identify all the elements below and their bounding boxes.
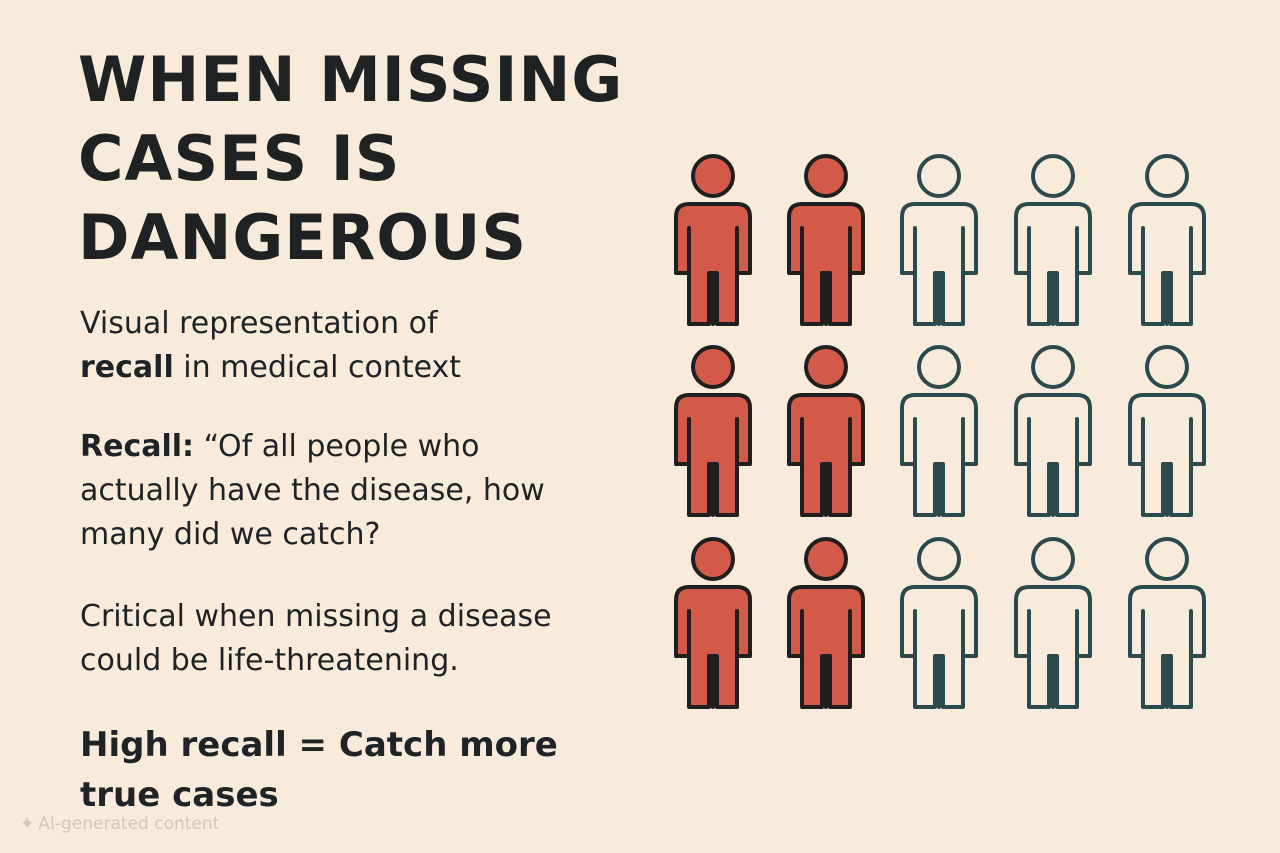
critical-note: Critical when missing a disease could be… <box>80 595 660 683</box>
person-icon-missed <box>1010 152 1096 328</box>
subtitle-line-2: recall in medical context <box>80 346 660 390</box>
person-icon-missed <box>896 343 982 519</box>
person-icon-missed <box>1010 535 1096 711</box>
watermark: ✦ AI-generated content <box>20 814 219 834</box>
person-icon-missed <box>896 535 982 711</box>
critical-line-2: could be life-threatening. <box>80 643 459 678</box>
watermark-text: AI-generated content <box>38 814 220 834</box>
subtitle-line-1: Visual representation of <box>80 306 438 341</box>
person-icon-caught <box>670 343 756 519</box>
person-icon-missed <box>896 152 982 328</box>
person-icon-caught <box>670 152 756 328</box>
definition-line-2: actually have the disease, how <box>80 473 545 508</box>
person-icon-missed <box>1010 343 1096 519</box>
person-icon-caught <box>670 535 756 711</box>
critical-line-1: Critical when missing a disease <box>80 599 552 634</box>
subtitle: Visual representation of recall in medic… <box>80 302 660 390</box>
recall-definition: Recall: “Of all people who actually have… <box>80 425 660 557</box>
subtitle-bold-term: recall <box>80 350 174 385</box>
definition-line-1: Recall: “Of all people who <box>80 425 660 469</box>
takeaway: High recall = Catch more true cases <box>80 720 660 820</box>
person-icon-caught <box>783 343 869 519</box>
definition-line-3: many did we catch? <box>80 517 381 552</box>
person-icon-missed <box>1124 152 1210 328</box>
page-title: WHEN MISSING CASES IS DANGEROUS <box>78 40 678 277</box>
person-icon-caught <box>783 152 869 328</box>
title-line-1: WHEN MISSING <box>78 43 624 116</box>
definition-label: Recall: <box>80 429 195 464</box>
subtitle-line-2-rest: in medical context <box>173 350 462 385</box>
person-icon-missed <box>1124 535 1210 711</box>
title-line-3: DANGEROUS <box>78 201 528 274</box>
sparkle-icon: ✦ <box>20 814 35 834</box>
takeaway-line-2: true cases <box>80 775 279 815</box>
takeaway-line-1: High recall = Catch more <box>80 725 558 765</box>
definition-line-1-rest: “Of all people who <box>194 429 480 464</box>
title-line-2: CASES IS <box>78 122 401 195</box>
person-icon-caught <box>783 535 869 711</box>
person-icon-missed <box>1124 343 1210 519</box>
